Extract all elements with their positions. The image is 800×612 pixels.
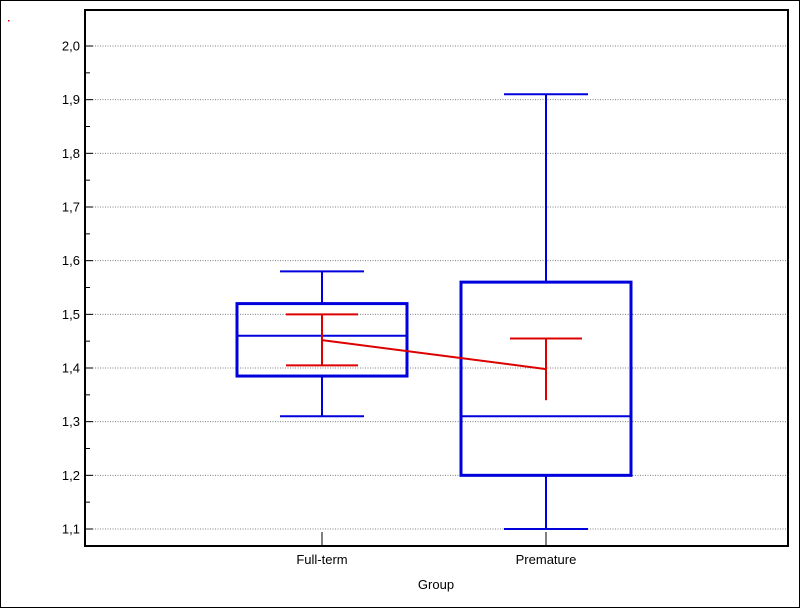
y-tick-label: 1,1: [62, 522, 80, 537]
x-tick-label: Full-term: [296, 552, 347, 567]
y-tick-label: 1,3: [62, 414, 80, 429]
box-premature: [459, 93, 633, 530]
y-tick-label: 1,4: [62, 361, 80, 376]
x-axis-ticks: Full-term Premature: [296, 532, 576, 567]
x-axis-label: Group: [418, 577, 454, 592]
boxes: [235, 93, 633, 530]
y-tick-label: 1,7: [62, 200, 80, 215]
plot-area-border: [84, 9, 789, 547]
mean-ci-full-term: [286, 313, 358, 367]
mean-line: [321, 339, 547, 371]
y-tick-label: 1,2: [62, 468, 80, 483]
y-tick-label: 1,8: [62, 146, 80, 161]
x-tick-label: Premature: [516, 552, 577, 567]
y-tick-label: 1,5: [62, 307, 80, 322]
mean-ci-premature: [510, 337, 582, 401]
y-tick-label: 1,9: [62, 92, 80, 107]
y-tick-label: 1,6: [62, 253, 80, 268]
grid-lines: [85, 45, 788, 530]
mean-ci-markers: [286, 313, 582, 401]
corner-marker: [8, 20, 10, 22]
y-tick-label: 2,0: [62, 39, 80, 54]
y-axis-ticks: 1,1 1,2 1,3 1,4 1,5 1,6 1,7 1,8 1,9 2,0: [62, 39, 93, 537]
